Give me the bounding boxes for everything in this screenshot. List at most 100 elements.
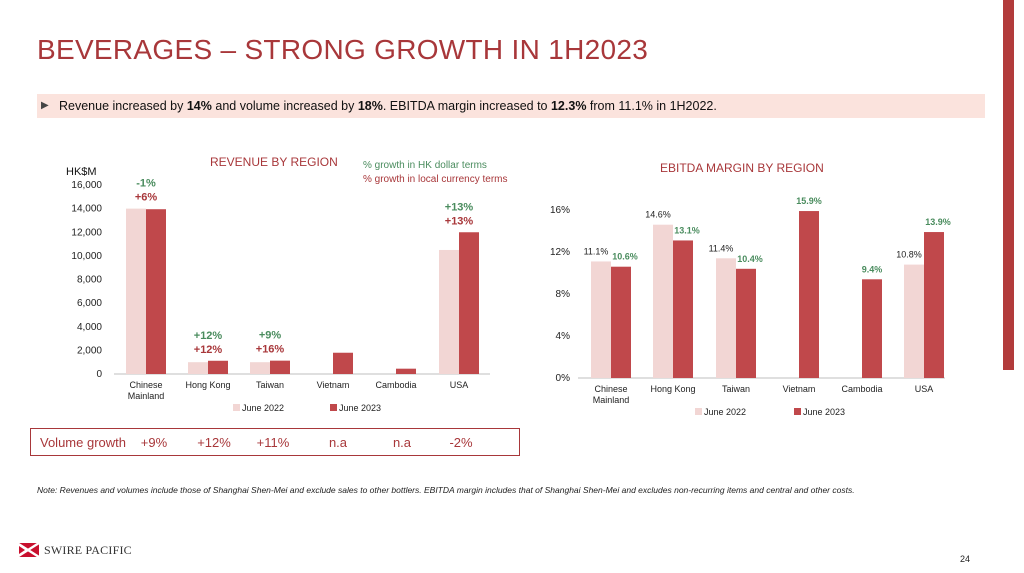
- legend-note-hkd: % growth in HK dollar terms: [363, 160, 487, 171]
- bar-june-2022: [653, 224, 673, 378]
- volume-growth-value: +9%: [140, 435, 168, 450]
- y-tick-label: 8,000: [77, 275, 102, 286]
- summary-highlight: 12.3%: [550, 99, 587, 113]
- legend-note-local: % growth in local currency terms: [363, 174, 508, 185]
- page-title: BEVERAGES – STRONG GROWTH IN 1H2023: [37, 34, 649, 65]
- y-tick-label: 4%: [556, 331, 571, 342]
- summary-highlight: 18%: [357, 99, 383, 113]
- bar-june-2023: [459, 232, 479, 374]
- accent-bar: [1003, 0, 1014, 370]
- volume-growth-value: -2%: [449, 435, 473, 450]
- company-logo: SWIRE PACIFIC: [16, 541, 132, 559]
- summary-banner: ▶ Revenue increased by 14% and volume in…: [37, 94, 985, 118]
- bar-june-2023: [611, 266, 631, 378]
- y-tick-label: 8%: [556, 289, 571, 300]
- bar-june-2022: [188, 362, 208, 374]
- category-label: USA: [450, 380, 469, 390]
- chart-title: REVENUE BY REGION: [210, 155, 338, 169]
- volume-growth-value: n.a: [328, 435, 348, 450]
- legend-label-june-2022: June 2022: [242, 403, 284, 413]
- bar-june-2022: [126, 208, 146, 374]
- growth-hkd-label: -1%: [136, 178, 156, 190]
- data-label-june-2023: 15.9%: [796, 196, 822, 206]
- legend-swatch-june-2023: [330, 404, 337, 411]
- summary-part: . EBITDA margin increased to: [382, 99, 551, 113]
- y-tick-label: 6,000: [77, 298, 102, 309]
- bar-june-2023: [862, 279, 882, 378]
- volume-growth-value: +11%: [256, 435, 290, 450]
- bar-june-2023: [736, 268, 756, 378]
- category-label: Cambodia: [841, 384, 882, 394]
- volume-growth-value: n.a: [392, 435, 412, 450]
- page-number: 24: [960, 554, 971, 564]
- data-label-june-2022: 11.1%: [584, 246, 609, 256]
- bar-june-2022: [439, 249, 459, 374]
- growth-local-label: +13%: [445, 215, 474, 227]
- y-tick-label: 0%: [556, 373, 571, 384]
- legend-swatch-june-2022: [233, 404, 240, 411]
- category-label: Hong Kong: [185, 380, 230, 390]
- category-label: Chinese: [129, 380, 162, 390]
- data-label-june-2022: 10.8%: [896, 250, 922, 260]
- y-tick-label: 12%: [550, 247, 570, 258]
- y-tick-label: 2,000: [77, 345, 102, 356]
- bar-june-2023: [924, 232, 944, 378]
- growth-hkd-label: +9%: [259, 330, 282, 342]
- volume-growth-box: Volume growth +9% +12% +11% n.a n.a -2%: [30, 428, 520, 456]
- category-label: USA: [915, 384, 934, 394]
- data-label-june-2023: 10.4%: [737, 254, 763, 264]
- growth-local-label: +6%: [135, 192, 158, 204]
- y-tick-label: 10,000: [71, 251, 102, 262]
- y-tick-label: 16,000: [71, 180, 102, 191]
- legend-label-june-2023: June 2023: [339, 403, 381, 413]
- category-label: Cambodia: [375, 380, 416, 390]
- legend-label-june-2022: June 2022: [704, 407, 746, 417]
- bar-june-2023: [146, 209, 166, 374]
- data-label-june-2023: 10.6%: [612, 252, 638, 262]
- summary-highlight: 14%: [186, 99, 212, 113]
- footnote: Note: Revenues and volumes include those…: [37, 485, 855, 495]
- legend-label-june-2023: June 2023: [803, 407, 845, 417]
- logo-text: SWIRE PACIFIC: [44, 542, 132, 557]
- bar-june-2022: [250, 362, 270, 374]
- bar-june-2022: [716, 258, 736, 378]
- growth-local-label: +16%: [256, 344, 285, 356]
- summary-part: and volume increased by: [211, 99, 358, 113]
- y-tick-label: 14,000: [71, 204, 102, 215]
- summary-text: Revenue increased by 14% and volume incr…: [59, 94, 717, 118]
- category-label: Vietnam: [783, 384, 816, 394]
- y-tick-label: 12,000: [71, 227, 102, 238]
- bar-june-2023: [396, 368, 416, 374]
- data-label-june-2022: 11.4%: [709, 243, 734, 253]
- legend-swatch-june-2023: [794, 408, 801, 415]
- bullet-triangle-icon: ▶: [41, 100, 49, 111]
- chart-title: EBITDA MARGIN BY REGION: [660, 161, 824, 175]
- growth-hkd-label: +12%: [194, 330, 223, 342]
- category-label: Hong Kong: [650, 384, 695, 394]
- data-label-june-2023: 13.1%: [674, 225, 700, 235]
- swire-flag-icon: [16, 541, 40, 559]
- data-label-june-2022: 14.6%: [645, 210, 671, 220]
- bar-june-2023: [673, 240, 693, 378]
- bar-june-2022: [904, 264, 924, 378]
- category-label: Mainland: [128, 391, 165, 401]
- bar-june-2023: [270, 360, 290, 374]
- volume-growth-label: Volume growth: [40, 435, 126, 450]
- category-label: Chinese: [594, 384, 627, 394]
- y-axis-title: HK$M: [66, 166, 97, 178]
- category-label: Vietnam: [317, 380, 350, 390]
- growth-hkd-label: +13%: [445, 201, 474, 213]
- category-label: Mainland: [593, 395, 630, 405]
- legend-swatch-june-2022: [695, 408, 702, 415]
- bar-june-2023: [799, 211, 819, 378]
- y-tick-label: 16%: [550, 205, 570, 216]
- data-label-june-2023: 13.9%: [925, 217, 951, 227]
- bar-june-2022: [591, 261, 611, 378]
- category-label: Taiwan: [256, 380, 284, 390]
- y-tick-label: 0: [96, 369, 102, 380]
- bar-june-2023: [333, 352, 353, 374]
- data-label-june-2023: 9.4%: [862, 264, 883, 274]
- category-label: Taiwan: [722, 384, 750, 394]
